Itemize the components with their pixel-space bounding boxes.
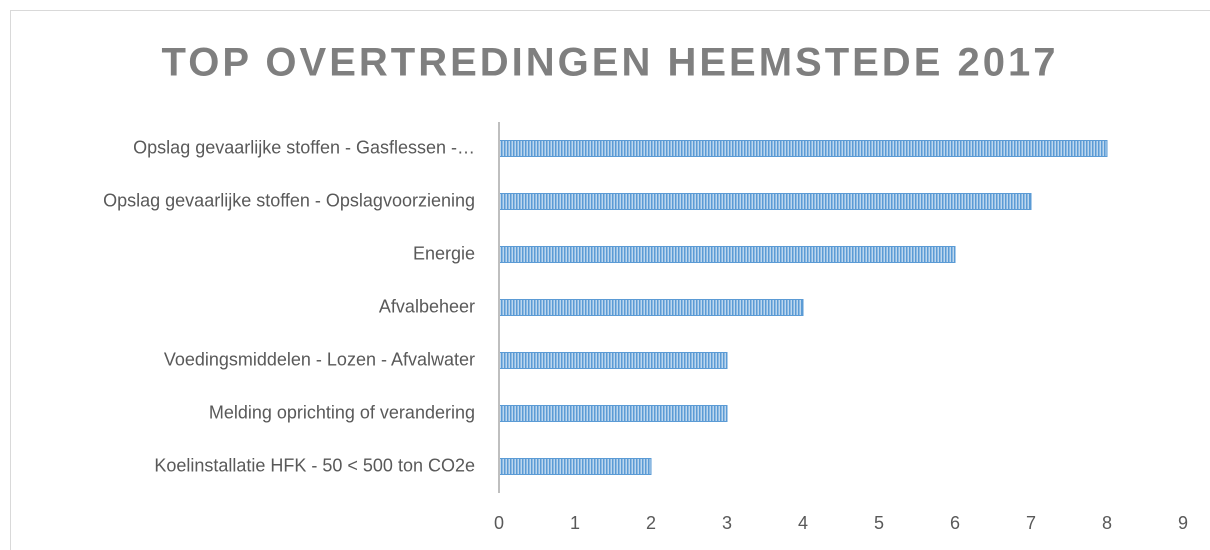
y-tick-label: Koelinstallatie HFK - 50 < 500 ton CO2e	[154, 455, 475, 475]
y-tick-label: Voedingsmiddelen - Lozen - Afvalwater	[164, 349, 475, 369]
x-tick-label: 9	[1178, 513, 1188, 533]
bar	[498, 458, 652, 475]
x-tick-label: 2	[646, 513, 656, 533]
bar	[498, 140, 1108, 157]
y-tick-label: Energie	[413, 243, 475, 263]
x-tick-label: 1	[570, 513, 580, 533]
x-tick-label: 0	[494, 513, 504, 533]
x-tick-label: 5	[874, 513, 884, 533]
y-tick-label: Opslag gevaarlijke stoffen - Opslagvoorz…	[103, 190, 475, 210]
bar	[498, 246, 956, 263]
bar	[498, 352, 728, 369]
x-tick-label: 7	[1026, 513, 1036, 533]
bar	[498, 299, 804, 316]
x-tick-label: 3	[722, 513, 732, 533]
x-tick-label: 6	[950, 513, 960, 533]
chart-title: TOP OVERTREDINGEN HEEMSTEDE 2017	[162, 41, 1059, 85]
y-tick-label: Melding oprichting of verandering	[209, 402, 475, 422]
x-tick-label: 4	[798, 513, 808, 533]
y-tick-label: Opslag gevaarlijke stoffen - Gasflessen …	[133, 137, 475, 157]
x-tick-label: 8	[1102, 513, 1112, 533]
bar	[498, 405, 728, 422]
y-tick-label: Afvalbeheer	[379, 296, 475, 316]
bar	[498, 193, 1032, 210]
